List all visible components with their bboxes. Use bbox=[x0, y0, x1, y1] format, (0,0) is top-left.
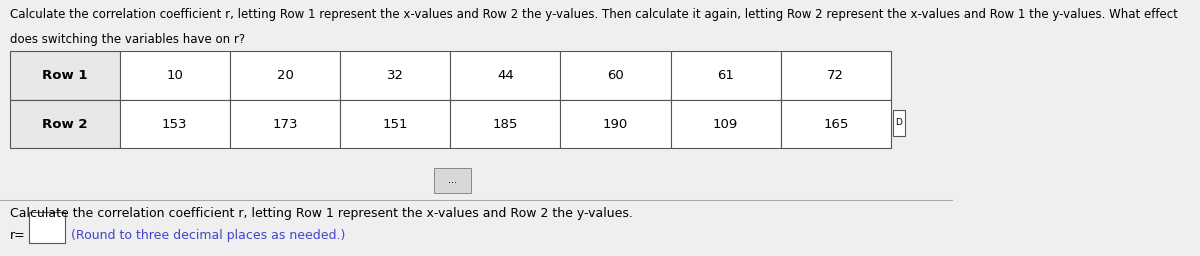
Bar bbox=[10, 51, 120, 100]
Bar bbox=[120, 100, 230, 148]
Bar bbox=[893, 110, 905, 136]
Bar bbox=[450, 51, 560, 100]
Text: Row 2: Row 2 bbox=[42, 118, 88, 131]
Bar bbox=[671, 100, 781, 148]
Text: 10: 10 bbox=[167, 69, 184, 82]
Text: 60: 60 bbox=[607, 69, 624, 82]
Bar bbox=[781, 51, 890, 100]
Text: Calculate the correlation coefficient r, letting Row 1 represent the x-values an: Calculate the correlation coefficient r,… bbox=[10, 207, 632, 220]
Bar bbox=[120, 51, 230, 100]
Bar bbox=[340, 100, 450, 148]
Bar bbox=[560, 100, 671, 148]
Text: r=: r= bbox=[10, 229, 25, 242]
Text: (Round to three decimal places as needed.): (Round to three decimal places as needed… bbox=[71, 229, 344, 242]
Text: 153: 153 bbox=[162, 118, 187, 131]
Bar bbox=[781, 100, 890, 148]
Text: 165: 165 bbox=[823, 118, 848, 131]
Text: 185: 185 bbox=[493, 118, 518, 131]
Bar bbox=[230, 100, 340, 148]
Bar bbox=[450, 100, 560, 148]
Text: ...: ... bbox=[448, 175, 457, 186]
Text: 109: 109 bbox=[713, 118, 738, 131]
Text: 61: 61 bbox=[718, 69, 734, 82]
Text: Row 1: Row 1 bbox=[42, 69, 88, 82]
Bar bbox=[29, 212, 65, 243]
Text: 44: 44 bbox=[497, 69, 514, 82]
Bar bbox=[230, 51, 340, 100]
Text: 151: 151 bbox=[383, 118, 408, 131]
Bar bbox=[671, 51, 781, 100]
Text: 190: 190 bbox=[602, 118, 628, 131]
Bar bbox=[340, 51, 450, 100]
Text: 20: 20 bbox=[276, 69, 293, 82]
Text: 32: 32 bbox=[386, 69, 403, 82]
Bar bbox=[10, 100, 120, 148]
Text: 173: 173 bbox=[272, 118, 298, 131]
Bar bbox=[434, 168, 470, 193]
Text: Calculate the correlation coefficient r, letting Row 1 represent the x-values an: Calculate the correlation coefficient r,… bbox=[10, 8, 1177, 21]
Text: D: D bbox=[895, 119, 902, 127]
Text: 72: 72 bbox=[827, 69, 845, 82]
Bar bbox=[560, 51, 671, 100]
Text: does switching the variables have on r?: does switching the variables have on r? bbox=[10, 33, 245, 46]
